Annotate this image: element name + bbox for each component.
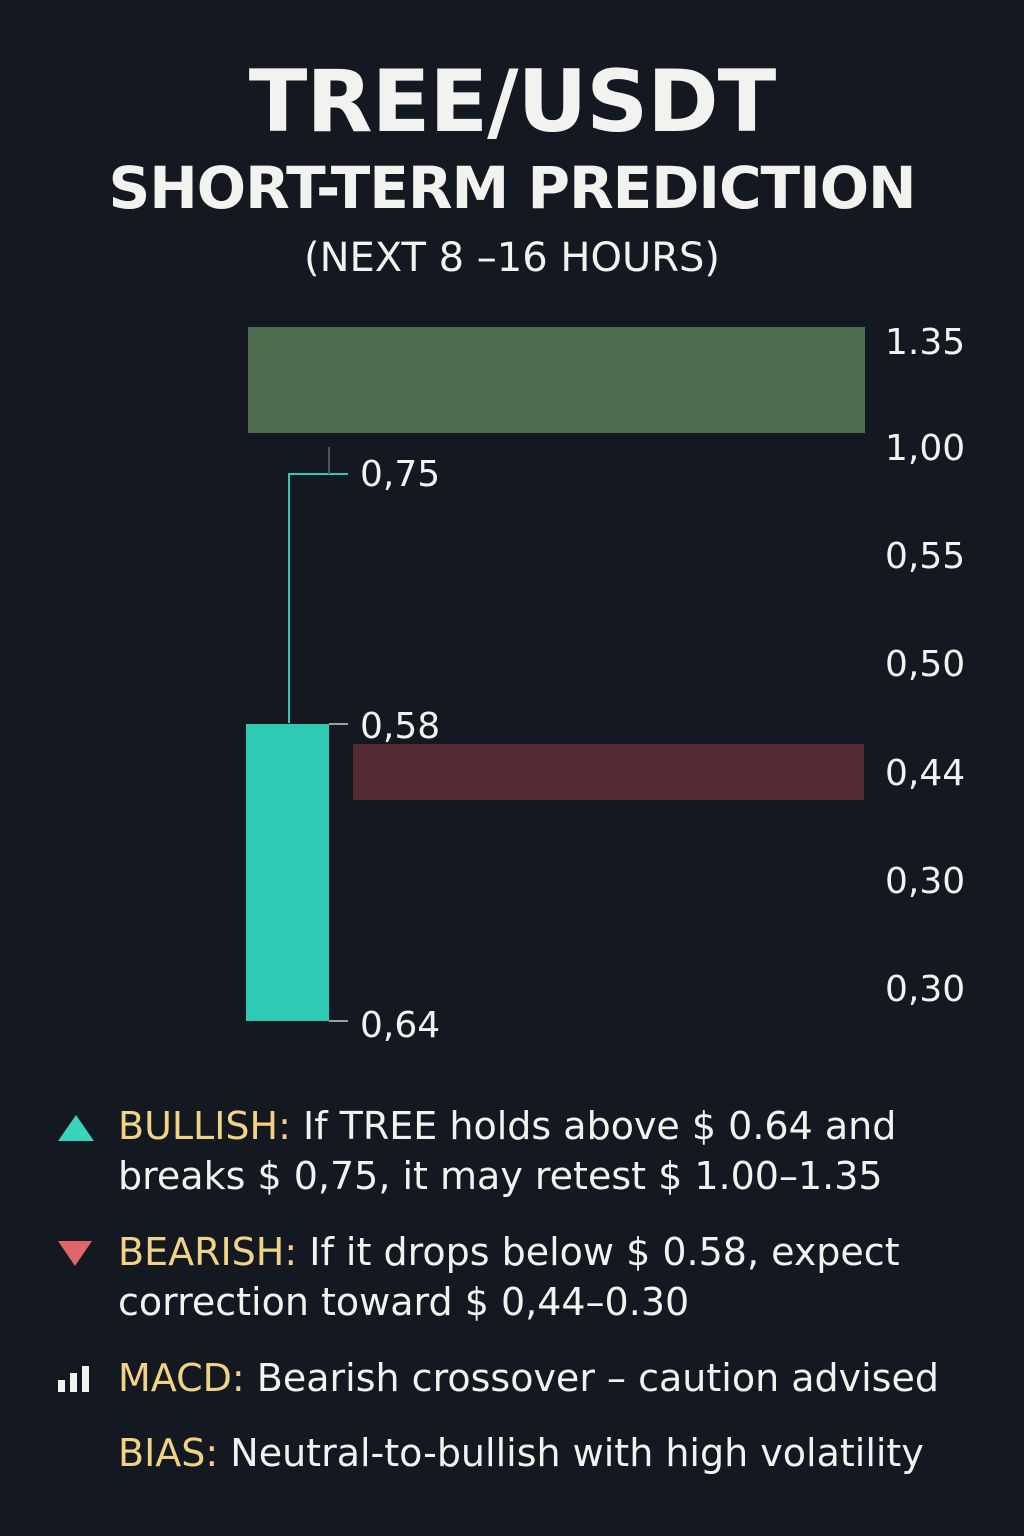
price-axis-label: 0,55 xyxy=(885,536,965,577)
bar-chart-icon xyxy=(58,1366,89,1392)
support-zone xyxy=(353,744,864,800)
resistance-zone xyxy=(248,327,865,433)
candle-high-label: 0,75 xyxy=(360,454,440,495)
candle-wick xyxy=(288,473,348,723)
candle-body xyxy=(246,724,329,1021)
note-key: MACD: xyxy=(118,1356,245,1400)
page-title: TREE/USDT xyxy=(248,52,777,152)
note-key: BEARISH: xyxy=(118,1230,298,1274)
candle-body-top-label: 0,58 xyxy=(360,706,440,747)
note-text: Neutral-to-bullish with high volatility xyxy=(218,1431,924,1475)
note-key: BIAS: xyxy=(118,1431,219,1475)
price-chart: 0,75 0,58 0,64 1.35 1,00 0,55 0,50 0,44 0,30 0,30 xyxy=(246,322,965,1046)
prediction-window: (NEXT 8 –16 HOURS) xyxy=(303,235,721,281)
price-axis-label: 0,50 xyxy=(885,644,965,685)
note-bullish: BULLISH: If TREE holds above $ 0.64 and … xyxy=(118,1101,998,1201)
note-text: If TREE holds above $ 0.64 and breaks $ … xyxy=(118,1104,897,1198)
note-text: If it drops below $ 0.58, expect correct… xyxy=(118,1230,900,1324)
price-axis-label: 1,00 xyxy=(885,428,965,469)
price-axis-label: 0,44 xyxy=(885,753,965,794)
triangle-up-icon xyxy=(58,1115,94,1141)
note-key: BULLISH: xyxy=(118,1104,291,1148)
candle-body-bottom-label: 0,64 xyxy=(360,1005,440,1046)
price-axis-label: 0,30 xyxy=(885,969,965,1010)
note-bearish: BEARISH: If it drops below $ 0.58, expec… xyxy=(118,1227,998,1327)
note-text: Bearish crossover – caution advised xyxy=(244,1356,939,1400)
page-subtitle: SHORT-TERM PREDICTION xyxy=(108,154,916,222)
note-bias: BIAS: Neutral-to-bullish with high volat… xyxy=(118,1428,998,1478)
note-macd: MACD: Bearish crossover – caution advise… xyxy=(118,1353,998,1403)
price-axis-label: 1.35 xyxy=(885,322,965,363)
triangle-down-icon xyxy=(58,1241,92,1266)
price-axis-label: 0,30 xyxy=(885,861,965,902)
